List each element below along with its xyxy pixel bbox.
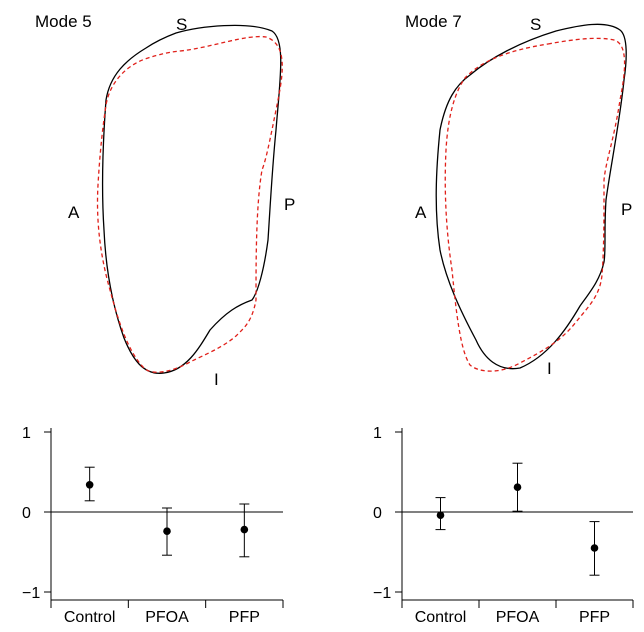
y-tick-label: −1 [373, 585, 391, 602]
y-tick-label: 1 [22, 425, 31, 442]
label-superior: S [530, 15, 541, 34]
label-posterior: P [284, 195, 295, 214]
mean-point [513, 483, 522, 492]
shape-panel-mode5: Mode 5 S A P I [35, 12, 295, 389]
x-tick-label: PFP [229, 609, 260, 626]
y-tick-label: 1 [373, 425, 382, 442]
shape-panel-mode7: Mode 7 S A P I [405, 12, 632, 378]
mean-shape-outline [101, 24, 282, 374]
mode-label: Mode 7 [405, 12, 462, 31]
mode-label: Mode 5 [35, 12, 92, 31]
mode-shape-outline [444, 37, 626, 372]
label-posterior: P [621, 200, 632, 219]
mean-point [163, 527, 171, 535]
x-tick-label: Control [415, 609, 467, 626]
label-anterior: A [415, 203, 427, 222]
label-superior: S [176, 15, 187, 34]
chart-mode5: 1 0 −1 Control PFOA PFP [22, 425, 284, 626]
mean-point [436, 511, 445, 519]
mean-point [590, 544, 599, 552]
y-tick-label: 0 [22, 505, 31, 522]
mode-shape-outline [96, 35, 283, 373]
x-tick-label: PFOA [145, 609, 189, 626]
label-anterior: A [68, 203, 80, 222]
label-inferior: I [547, 359, 552, 378]
y-tick-label: 0 [373, 505, 382, 522]
chart-mode7: 1 0 −1 Control PFOA PFP [373, 425, 634, 626]
mean-point [85, 481, 94, 489]
label-inferior: I [214, 370, 219, 389]
y-tick-label: −1 [22, 585, 40, 602]
mean-shape-outline [435, 23, 627, 370]
x-tick-label: PFP [579, 609, 610, 626]
mean-point [240, 525, 249, 534]
x-tick-label: Control [64, 609, 116, 626]
x-tick-label: PFOA [496, 609, 540, 626]
